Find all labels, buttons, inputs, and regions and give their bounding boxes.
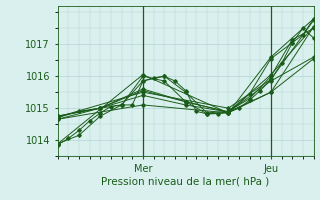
X-axis label: Pression niveau de la mer( hPa ): Pression niveau de la mer( hPa ) — [101, 176, 270, 186]
